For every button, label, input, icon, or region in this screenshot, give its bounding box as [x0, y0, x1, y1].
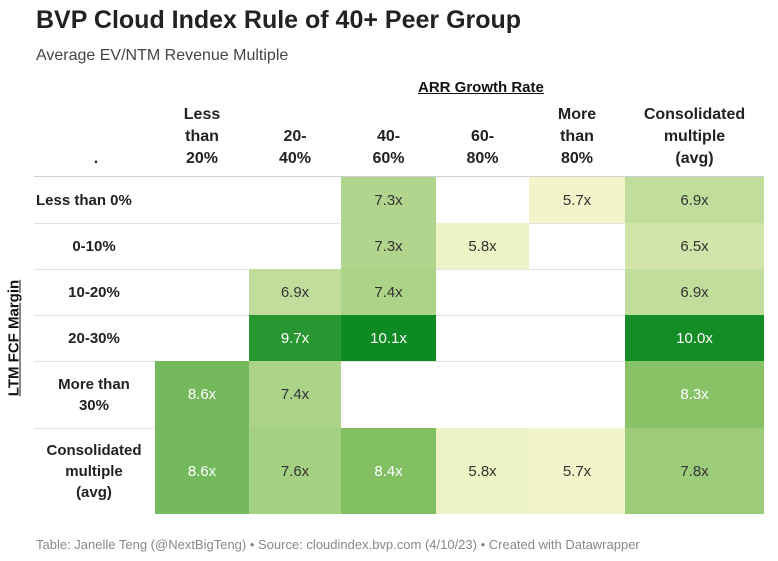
- row-divider: [34, 361, 764, 362]
- row-label-line: multiple: [65, 462, 123, 480]
- column-header: Less than 20%: [155, 100, 249, 176]
- column-header: More than 80%: [529, 100, 625, 176]
- column-header-line: than: [560, 128, 594, 145]
- heatmap-cell: 10.1x: [341, 315, 436, 361]
- heatmap-cell: 6.9x: [625, 177, 764, 223]
- column-header: Consolidated multiple (avg): [625, 100, 764, 176]
- column-header-line: 60%: [372, 150, 405, 167]
- chart-title: BVP Cloud Index Rule of 40+ Peer Group: [36, 6, 522, 34]
- column-header-line: 20%: [185, 150, 219, 167]
- column-header-line: (avg): [675, 150, 714, 167]
- column-header: 20- 40%: [249, 100, 341, 176]
- column-header-line: 80%: [466, 150, 499, 167]
- row-label: Consolidated multiple (avg): [34, 428, 154, 514]
- row-label: 10-20%: [34, 269, 154, 315]
- heatmap-cell: 7.8x: [625, 428, 764, 514]
- heatmap-cell: 7.4x: [249, 361, 341, 428]
- heatmap-cell: 5.8x: [436, 223, 529, 269]
- row-label-line: More than: [58, 375, 130, 393]
- heatmap-cell: 5.8x: [436, 428, 529, 514]
- row-label-line: Less than 0%: [36, 191, 132, 209]
- row-label-line: Consolidated: [46, 441, 142, 459]
- column-header-line: 20-: [283, 128, 307, 145]
- footer-credit: Table: Janelle Teng (@NextBigTeng) • Sou…: [36, 537, 640, 552]
- row-label: 0-10%: [34, 223, 154, 269]
- heatmap-cell: 7.4x: [341, 269, 436, 315]
- column-header-line: than: [185, 128, 219, 145]
- heatmap-cell: 8.6x: [155, 361, 249, 428]
- column-header: 40- 60%: [341, 100, 436, 176]
- row-label-line: (avg): [76, 483, 112, 501]
- column-header-line: Consolidated: [643, 106, 746, 123]
- heatmap-cell: 6.9x: [249, 269, 341, 315]
- heatmap-cell: 8.6x: [155, 428, 249, 514]
- column-group-label: ARR Growth Rate: [418, 79, 544, 96]
- heatmap-cell: 8.3x: [625, 361, 764, 428]
- heatmap-cell: 5.7x: [529, 428, 625, 514]
- column-header-line: 40%: [278, 150, 312, 167]
- heatmap-cell: 7.3x: [341, 223, 436, 269]
- row-label-line: 10-20%: [68, 283, 120, 301]
- row-label: Less than 0%: [36, 177, 156, 223]
- heatmap-cell: 10.0x: [625, 315, 764, 361]
- corner-label: .: [93, 150, 99, 167]
- column-header-line: 60-: [470, 128, 495, 145]
- column-header-line: More: [557, 106, 597, 123]
- row-label-line: 20-30%: [68, 329, 120, 347]
- heatmap-cell: 6.5x: [625, 223, 764, 269]
- heatmap-cell: 7.6x: [249, 428, 341, 514]
- row-label-line: 30%: [78, 396, 109, 414]
- column-header-line: 40-: [376, 128, 401, 145]
- heatmap-cell: 6.9x: [625, 269, 764, 315]
- heatmap-cell: 8.4x: [341, 428, 436, 514]
- chart-subtitle: Average EV/NTM Revenue Multiple: [36, 47, 289, 64]
- row-group-label: LTM FCF Margin: [5, 279, 23, 397]
- row-label: 20-30%: [34, 315, 154, 361]
- heatmap-cell: 7.3x: [341, 177, 436, 223]
- header-divider: [34, 176, 764, 177]
- row-label-line: 0-10%: [72, 237, 116, 255]
- heatmap-cell: 9.7x: [249, 315, 341, 361]
- row-label: More than 30%: [34, 361, 154, 428]
- column-header-line: Less: [183, 106, 221, 123]
- column-header: 60- 80%: [436, 100, 529, 176]
- column-header-line: multiple: [663, 128, 726, 145]
- column-header-line: 80%: [560, 150, 593, 167]
- heatmap-cell: 5.7x: [529, 177, 625, 223]
